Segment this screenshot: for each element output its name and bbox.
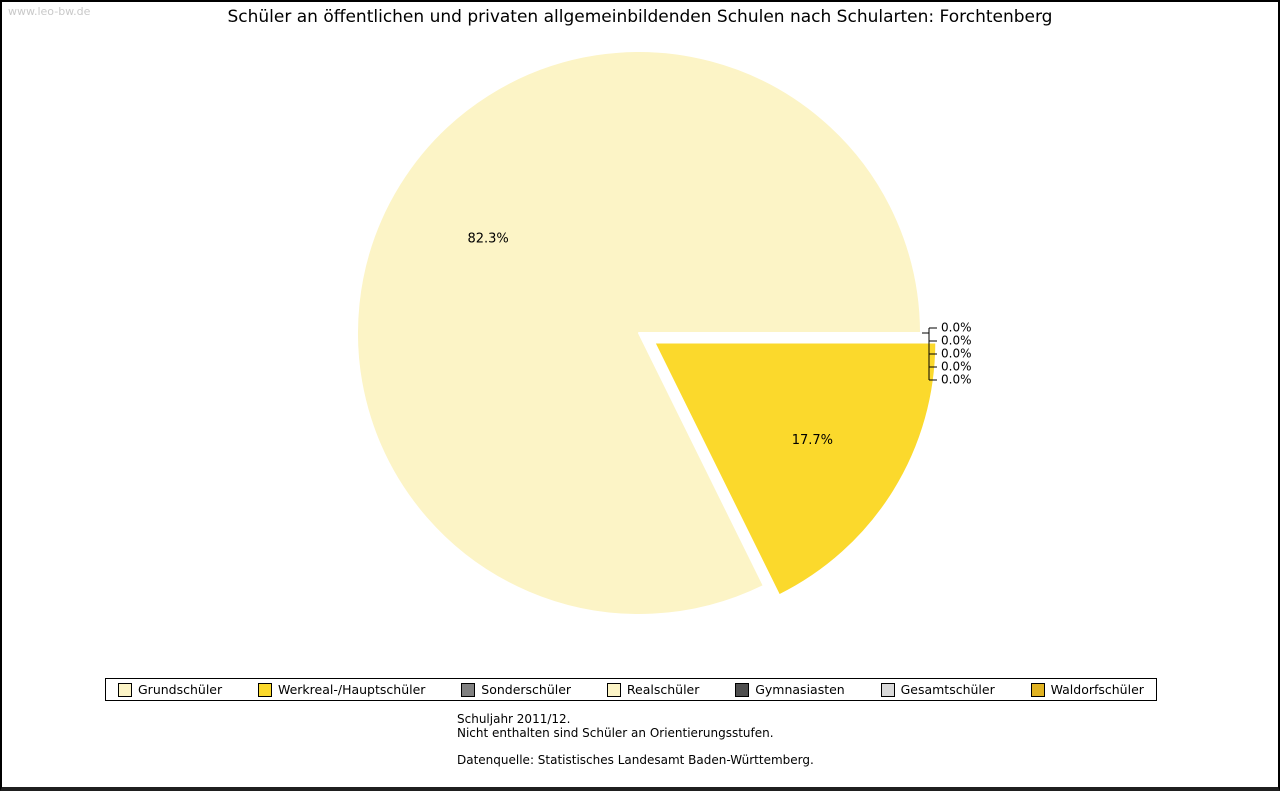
pie-zero-label-5: 0.0%	[941, 360, 972, 374]
legend-label: Gymnasiasten	[755, 682, 845, 697]
pie-slice-1	[653, 341, 938, 597]
legend-label: Gesamtschüler	[900, 682, 995, 697]
legend-label: Werkreal-/Hauptschüler	[277, 682, 426, 697]
footer-line-source: Datenquelle: Statistisches Landesamt Bad…	[457, 753, 814, 767]
legend-swatch	[735, 682, 750, 697]
legend-item-5: Gesamtschüler	[880, 682, 995, 697]
legend-item-3: Realschüler	[606, 682, 700, 697]
pie-zero-label-4: 0.0%	[941, 347, 972, 361]
chart-title: Schüler an öffentlichen und privaten all…	[227, 7, 1053, 27]
pie-slice-label-1: 17.7%	[792, 433, 833, 448]
legend-item-2: Sonderschüler	[461, 682, 571, 697]
legend-swatch	[461, 682, 476, 697]
pie-zero-label-2: 0.0%	[941, 321, 972, 335]
legend-label: Sonderschüler	[481, 682, 572, 697]
legend-swatch	[257, 682, 272, 697]
pie-zero-label-3: 0.0%	[941, 334, 972, 348]
legend-item-6: Waldorfschüler	[1030, 682, 1144, 697]
legend-swatch	[1030, 682, 1045, 697]
legend-item-0: Grundschüler	[118, 682, 222, 697]
legend-swatch	[606, 682, 621, 697]
legend-label: Waldorfschüler	[1050, 682, 1144, 697]
pie-slice-label-0: 82.3%	[467, 232, 508, 247]
legend-item-4: Gymnasiasten	[735, 682, 845, 697]
footer-line-schuljahr: Schuljahr 2011/12.	[457, 712, 571, 726]
legend-swatch	[880, 682, 895, 697]
legend-swatch	[118, 682, 132, 697]
pie-slice-0	[356, 50, 922, 616]
pie-zero-label-6: 0.0%	[941, 373, 972, 387]
footer-notes: Schuljahr 2011/12. Nicht enthalten sind …	[457, 712, 814, 767]
watermark: www.leo-bw.de	[8, 5, 91, 18]
legend-label: Realschüler	[626, 682, 700, 697]
legend-label: Grundschüler	[138, 682, 223, 697]
legend: Grundschüler Werkreal-/Hauptschüler Sonder…	[105, 678, 1157, 701]
legend-item-1: Werkreal-/Hauptschüler	[257, 682, 426, 697]
footer-line-note: Nicht enthalten sind Schüler an Orientie…	[457, 726, 774, 740]
